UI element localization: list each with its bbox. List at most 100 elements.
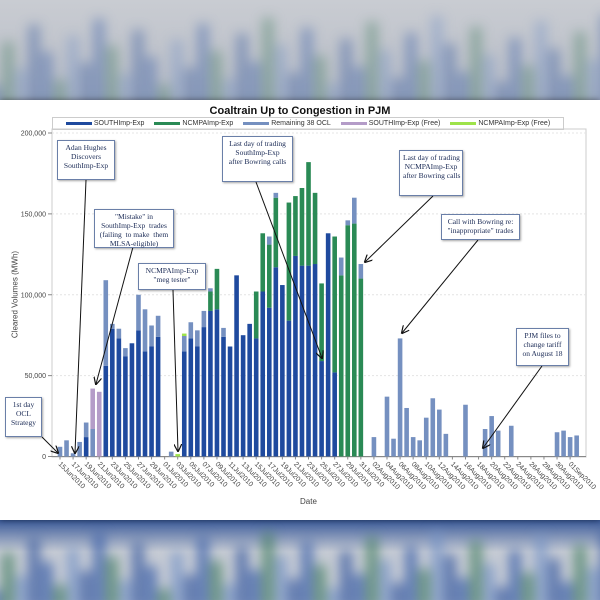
- bar-southimp-exp: [195, 346, 200, 457]
- bar-remaining-38-ocl: [83, 422, 89, 438]
- bar-southimp-exp: [247, 323, 252, 457]
- bar-remaining-38-ocl: [208, 288, 213, 292]
- bar-remaining-38-ocl: [149, 325, 154, 347]
- bar-remaining-38-ocl: [391, 438, 396, 457]
- y-tick-label: 200,000: [21, 131, 46, 138]
- legend-swatch: [65, 122, 92, 125]
- bar-remaining-38-ocl: [168, 451, 174, 457]
- legend-label: NCMPAImp-Exp: [182, 120, 234, 127]
- annotation-last-day-southimp: Last day of trading SouthImp-Exp after B…: [222, 136, 293, 182]
- bar-remaining-38-ocl: [70, 453, 76, 457]
- legend-item: SOUTHImp-Exp: [65, 120, 145, 127]
- annotation-meg-tester: NCMPAImp-Exp "meg tester": [138, 263, 206, 290]
- bar-southimp-exp: [306, 265, 311, 457]
- legend-label: NCMPAImp-Exp (Free): [478, 120, 551, 127]
- annotation-arrow: [172, 289, 178, 451]
- bar-ncmpaimp-exp: [214, 268, 220, 310]
- bar-ncmpaimp-exp: [273, 197, 279, 268]
- bar-remaining-38-ocl: [567, 437, 573, 457]
- bar-southimp-exp: [181, 351, 187, 457]
- chart-title: Coaltrain Up to Congestion in PJM: [209, 105, 391, 117]
- bar-ncmpaimp-exp: [286, 202, 292, 321]
- annotation-arrow: [483, 365, 543, 448]
- bar-remaining-38-ocl: [345, 220, 351, 226]
- bar-remaining-38-ocl: [417, 440, 422, 457]
- bar-southimp-exp: [293, 255, 298, 457]
- bar-southimp-exp: [280, 285, 285, 457]
- y-tick-label: 0: [42, 454, 46, 461]
- bar-southimp-exp: [129, 343, 135, 457]
- bar-ncmpaimp-exp-free: [175, 454, 181, 457]
- bar-remaining-38-ocl: [90, 429, 95, 457]
- x-axis-label: Date: [300, 497, 317, 506]
- bar-remaining-38-ocl: [110, 323, 115, 329]
- bar-ncmpaimp-exp: [293, 196, 298, 256]
- bar-southimp-exp: [221, 336, 226, 457]
- bar-ncmpaimp-exp: [332, 236, 337, 373]
- bar-remaining-38-ocl: [221, 327, 226, 337]
- bar-southimp-exp: [83, 437, 89, 457]
- bar-remaining-38-ocl: [404, 407, 409, 457]
- bar-remaining-38-ocl: [423, 417, 429, 457]
- bar-ncmpaimp-exp: [306, 162, 311, 266]
- annotation-arrow: [75, 179, 87, 453]
- bar-remaining-38-ocl: [123, 348, 128, 357]
- bar-ncmpaimp-exp: [358, 278, 364, 457]
- bar-southimp-exp: [149, 346, 154, 457]
- bar-remaining-38-ocl: [116, 328, 122, 339]
- bar-remaining-38-ocl: [561, 430, 566, 457]
- bar-southimp-exp: [325, 233, 331, 457]
- legend-swatch: [450, 122, 477, 125]
- bar-remaining-38-ocl: [443, 433, 449, 457]
- bar-remaining-38-ocl: [410, 437, 416, 457]
- annotation-arrow: [255, 181, 322, 358]
- legend-item: NCMPAImp-Exp: [154, 120, 233, 127]
- y-tick-label: 150,000: [21, 211, 46, 218]
- bar-remaining-38-ocl: [57, 446, 63, 457]
- bar-remaining-38-ocl: [574, 435, 579, 457]
- annotation-first-day-ocl: 1st day OCL Strategy: [5, 397, 42, 437]
- legend-swatch: [243, 122, 270, 125]
- bar-southimp-exp-free: [96, 391, 102, 457]
- bar-southimp-exp: [123, 356, 128, 457]
- bar-ncmpaimp-exp: [345, 225, 351, 457]
- bar-remaining-38-ocl: [397, 338, 403, 457]
- bar-southimp-exp: [312, 264, 318, 457]
- legend: SOUTHImp-Exp NCMPAImp-Exp Remaining 38 OCL…: [52, 117, 564, 130]
- annotation-arrow: [365, 195, 434, 262]
- bar-remaining-38-ocl: [181, 335, 187, 352]
- bar-remaining-38-ocl: [338, 257, 344, 276]
- bar-southimp-exp: [332, 372, 337, 457]
- bar-ncmpaimp-exp: [338, 275, 344, 457]
- bar-southimp-exp: [136, 330, 141, 457]
- bar-southimp-exp: [273, 267, 279, 457]
- bar-southimp-exp: [299, 265, 305, 457]
- bar-southimp-exp: [214, 309, 220, 457]
- bar-ncmpaimp-exp: [319, 283, 324, 362]
- bar-southimp-exp-free: [90, 388, 95, 430]
- bar-remaining-38-ocl: [508, 425, 514, 457]
- bar-ncmpaimp-exp: [266, 244, 272, 308]
- bar-southimp-exp: [286, 320, 292, 457]
- bar-remaining-38-ocl: [358, 264, 364, 279]
- bar-remaining-38-ocl: [201, 310, 207, 328]
- bar-southimp-exp: [253, 338, 259, 457]
- bar-remaining-38-ocl: [384, 396, 390, 457]
- annotation-call-with-bowring: Call with Bowring re: "inappropriate" tr…: [441, 214, 520, 240]
- bar-remaining-38-ocl: [195, 330, 200, 347]
- annotation-arrow: [96, 246, 134, 384]
- bar-southimp-exp: [188, 338, 194, 457]
- y-tick-label: 50,000: [25, 373, 47, 380]
- bar-remaining-38-ocl: [103, 280, 109, 366]
- legend-item: SOUTHImp-Exp (Free): [340, 120, 440, 127]
- legend-label: SOUTHImp-Exp: [93, 120, 145, 127]
- bar-remaining-38-ocl: [136, 294, 141, 331]
- bar-southimp-exp: [201, 327, 207, 457]
- bar-remaining-38-ocl: [188, 322, 194, 339]
- bar-remaining-38-ocl: [273, 192, 279, 198]
- bar-southimp-exp: [103, 365, 109, 457]
- bar-ncmpaimp-exp-free: [181, 333, 187, 336]
- bar-ncmpaimp-exp: [299, 187, 305, 266]
- bar-southimp-exp: [116, 338, 122, 457]
